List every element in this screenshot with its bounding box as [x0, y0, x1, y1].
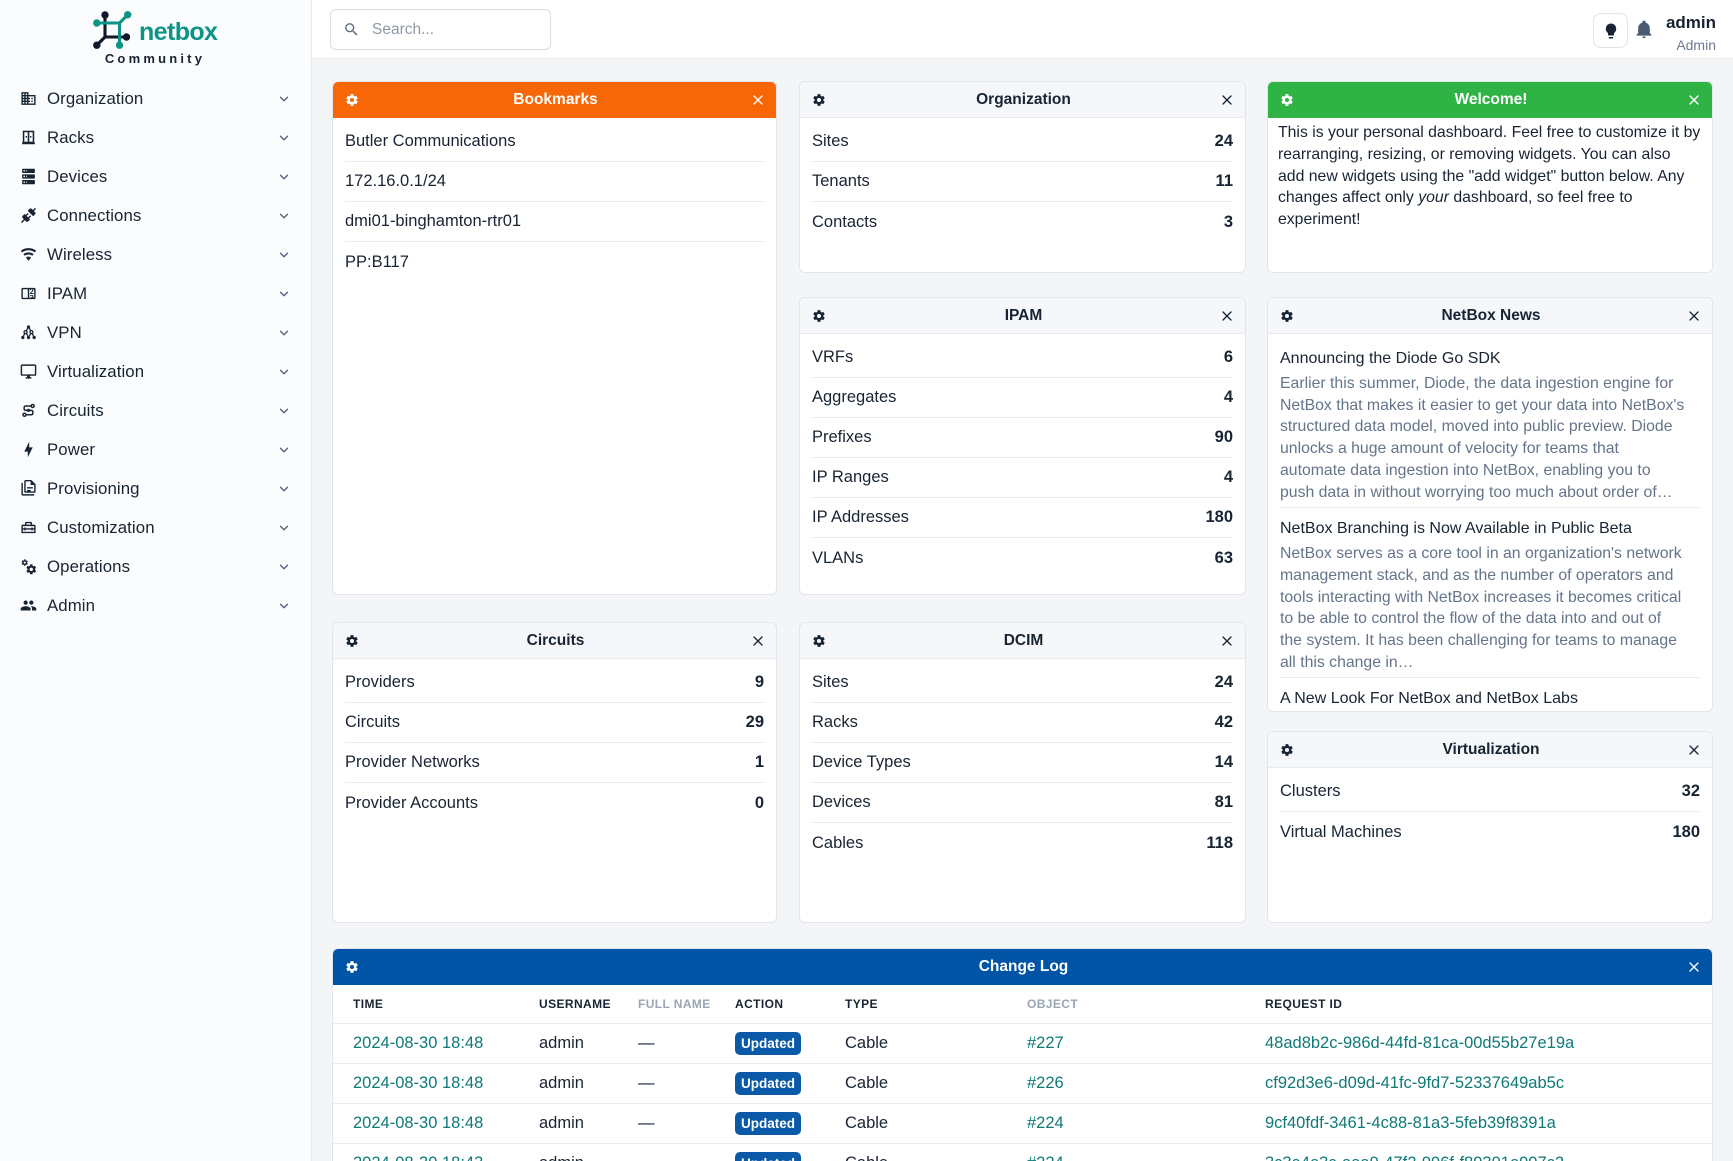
svg-text:Community: Community — [105, 51, 205, 66]
svg-text:netbox: netbox — [139, 18, 218, 46]
